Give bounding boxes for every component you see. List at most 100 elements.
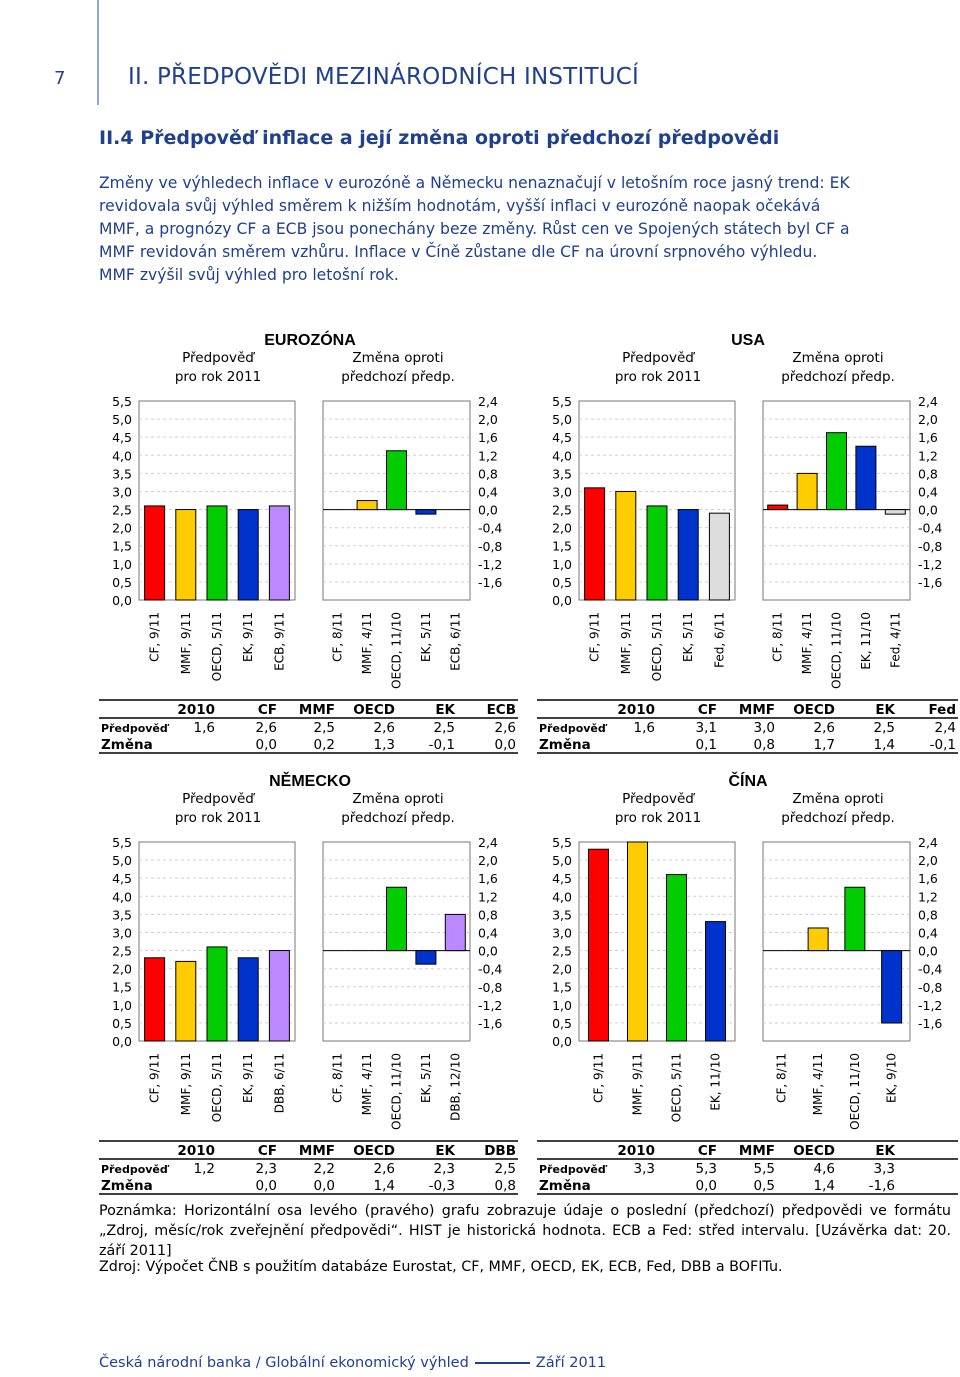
table-row-label: Předpověď [101,1163,170,1176]
table-header-cell: EK [875,702,895,718]
table-row-label: Změna [101,1178,153,1194]
change-bar [796,472,818,511]
forecast-category-label: OECD, 5/11 [210,612,224,681]
forecast-category-label: OECD, 5/11 [650,612,664,681]
chart-panel-2: NĚMECKO Předpověď pro rok 2011 Změna oproti… [99,771,518,1195]
y-tick-label-right: -0,8 [478,539,502,554]
y-tick-label-left: 3,5 [552,466,572,481]
y-tick-label-left: 2,0 [112,962,132,977]
y-tick-label-right: 1,6 [478,871,498,886]
y-tick-label-right: 2,0 [478,412,498,427]
y-tick-label-left: 5,0 [552,412,572,427]
change-header-line: předchozí předp. [781,810,895,826]
change-category-label: MMF, 4/11 [360,612,374,674]
change-category-label: OECD, 11/10 [390,612,404,689]
change-bar [386,450,407,511]
forecast-category-label: CF, 9/11 [148,1053,162,1103]
y-tick-label-left: 1,5 [552,980,572,995]
change-bar [884,509,906,515]
table-forecast-cell: 5,5 [754,1161,775,1177]
forecast-bar [627,841,648,1042]
paragraph-line: revidovala svůj výhled směrem k nižším h… [99,197,821,215]
change-header-line: Změna oproti [792,791,883,807]
y-tick-label-right: -0,4 [918,962,942,977]
table-forecast-cell: 3,3 [874,1161,895,1177]
table-change-cell: 0,1 [696,737,717,753]
change-category-label: MMF, 4/11 [360,1053,374,1115]
table-forecast-cell: 4,6 [814,1161,835,1177]
change-bar [415,950,437,965]
y-tick-label-right: -0,8 [478,980,502,995]
margin-rule [97,0,99,105]
y-tick-label-right: -0,8 [918,539,942,554]
change-category-label: EK, 9/10 [885,1053,899,1103]
table-forecast-cell: 2,4 [935,720,956,736]
y-tick-label-left: 3,5 [112,907,132,922]
table-header-cell: CF [698,702,717,718]
forecast-bar [237,509,259,601]
change-category-label: MMF, 4/11 [800,612,814,674]
change-category-label: OECD, 11/10 [390,1053,404,1130]
y-tick-label-left: 0,0 [552,1034,572,1049]
chart-panel-3: ČÍNA Předpověď pro rok 2011 Změna oproti pře… [537,771,958,1195]
y-tick-label-right: -1,6 [918,1016,942,1031]
y-tick-label-left: 3,0 [552,484,572,499]
table-forecast-cell: 2,3 [256,1161,277,1177]
table-header-cell: EK [875,1143,895,1159]
y-tick-label-left: 4,5 [112,871,132,886]
paragraph-line: MMF zvýšil svůj výhled pro letošní rok. [99,266,399,284]
table-forecast-cell: 2,5 [314,720,335,736]
table-header-cell: MMF [299,1143,335,1159]
page-number: 7 [54,68,66,89]
y-tick-label-left: 4,5 [552,871,572,886]
change-category-label: OECD, 11/10 [830,612,844,689]
forecast-category-label: OECD, 5/11 [670,1053,684,1122]
page-footer: Česká národní banka / Globální ekonomick… [99,1355,606,1371]
table-change-cell: -0,1 [930,737,956,753]
table-change-cell: 1,4 [374,1178,395,1194]
forecast-bar [144,505,166,601]
table-header-cell: CF [258,702,277,718]
table-forecast-cell: 2,6 [374,1161,395,1177]
change-category-label: CF, 8/11 [331,1053,345,1103]
forecast-bar [666,874,687,1042]
table-change-cell: 1,3 [374,737,395,753]
y-tick-label-left: 3,5 [112,466,132,481]
forecast-header-line: pro rok 2011 [615,810,701,826]
y-tick-label-left: 0,5 [552,1016,572,1031]
y-tick-label-left: 4,0 [112,448,132,463]
y-tick-label-right: 0,8 [478,466,498,481]
y-tick-label-left: 3,0 [112,925,132,940]
table-forecast-cell: 2,5 [874,720,895,736]
forecast-header-line: Předpověď [622,350,695,366]
forecast-category-label: CF, 9/11 [592,1053,606,1103]
y-tick-label-left: 0,5 [552,575,572,590]
y-tick-label-right: -1,2 [918,557,942,572]
change-bar [881,950,903,1024]
forecast-bar [584,487,606,601]
table-header-cell: 2010 [617,702,655,718]
y-tick-label-right: -1,6 [478,575,502,590]
chart-panel-0: EUROZÓNA Předpověď pro rok 2011 Změna oprot… [99,330,518,754]
forecast-plot-frame [578,841,736,1042]
table-forecast-cell: 5,3 [696,1161,717,1177]
forecast-bar [268,505,290,601]
change-category-label: CF, 8/11 [771,612,785,662]
table-change-cell: 1,7 [814,737,835,753]
forecast-header-line: Předpověď [182,791,255,807]
y-tick-label-right: 0,4 [918,926,938,941]
y-tick-label-right: 0,8 [918,907,938,922]
change-bar [767,504,789,511]
y-tick-label-left: 2,0 [552,521,572,536]
chart-title: NĚMECKO [269,771,351,790]
change-category-label: MMF, 4/11 [811,1053,825,1115]
y-tick-label-left: 0,0 [112,1034,132,1049]
table-header-cell: EK [435,1143,455,1159]
y-tick-label-left: 1,0 [552,557,572,572]
table-header-cell: Fed [929,702,957,718]
y-tick-label-right: -1,2 [478,557,502,572]
forecast-category-label: OECD, 5/11 [210,1053,224,1122]
forecast-bar [708,512,730,601]
change-category-label: DBB, 12/10 [448,1053,462,1121]
change-plot-frame [762,841,911,1042]
